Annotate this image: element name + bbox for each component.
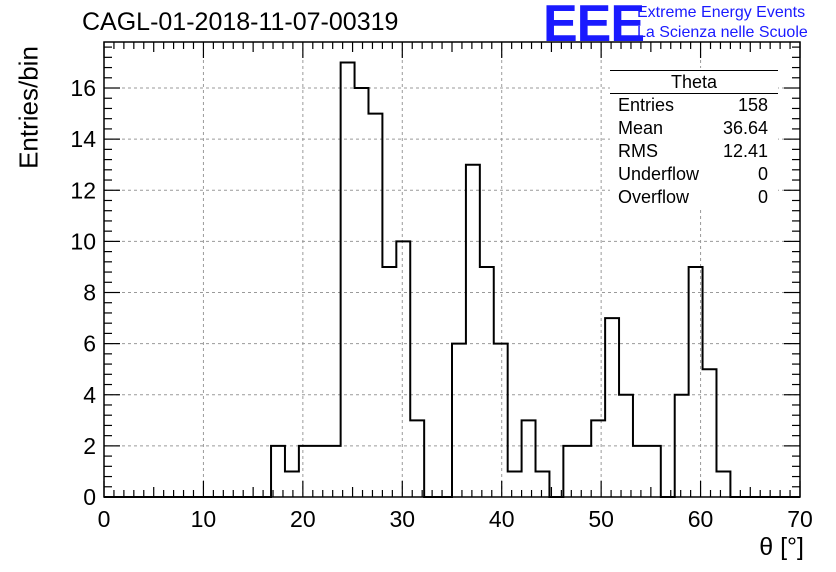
stats-label: Overflow [618,187,690,207]
y-tick-label: 6 [83,331,96,357]
x-tick-label: 40 [489,506,515,532]
y-tick-label: 10 [70,228,96,254]
stats-value: 158 [737,95,768,115]
y-tick-label: 16 [70,75,96,101]
x-tick-label: 0 [98,506,111,532]
eee-logo: EEE [543,0,645,53]
stats-row-mean: Mean 36.64 [610,117,778,140]
x-tick-label: 20 [290,506,316,532]
stats-label: RMS [618,141,658,161]
stats-label: Mean [618,118,664,138]
logo-line-1: Extreme Energy Events [637,4,806,21]
x-tick-label: 10 [191,506,217,532]
x-tick-label: 30 [389,506,415,532]
stats-label: Underflow [618,164,700,184]
y-tick-label: 8 [83,280,96,306]
y-tick-label: 4 [83,382,96,408]
chart-title: CAGL-01-2018-11-07-00319 [82,8,399,36]
x-tick-label: 50 [588,506,614,532]
histogram-outline [104,61,800,498]
tick-labels: 0 10 20 30 40 50 60 70 0 2 4 6 8 10 12 14 16 [70,75,812,532]
x-axis-label: θ [°] [759,533,804,561]
stats-row-underflow: Underflow 0 [610,163,778,186]
y-tick-label: 0 [83,484,96,510]
stats-value: 0 [757,187,768,207]
y-tick-label: 2 [83,433,96,459]
axis-ticks [103,42,801,498]
histogram-bars [104,61,800,498]
y-axis-label: Entries/bin [13,46,44,169]
stats-box: Theta Entries 158 Mean 36.64 RMS 12.41 U… [610,68,778,209]
stats-row-entries: Entries 158 [610,94,778,117]
stats-value: 36.64 [722,118,768,138]
logo-line-2: La Scienza nelle Scuole [637,24,808,41]
stats-value: 0 [757,164,768,184]
x-tick-label: 70 [787,506,813,532]
stats-value: 12.41 [722,141,768,161]
x-tick-label: 60 [688,506,714,532]
stats-title: Theta [610,70,778,94]
stats-label: Entries [618,95,675,115]
stats-row-rms: RMS 12.41 [610,140,778,163]
y-tick-label: 12 [70,177,96,203]
y-tick-label: 14 [70,126,96,152]
stats-row-overflow: Overflow 0 [610,186,778,209]
